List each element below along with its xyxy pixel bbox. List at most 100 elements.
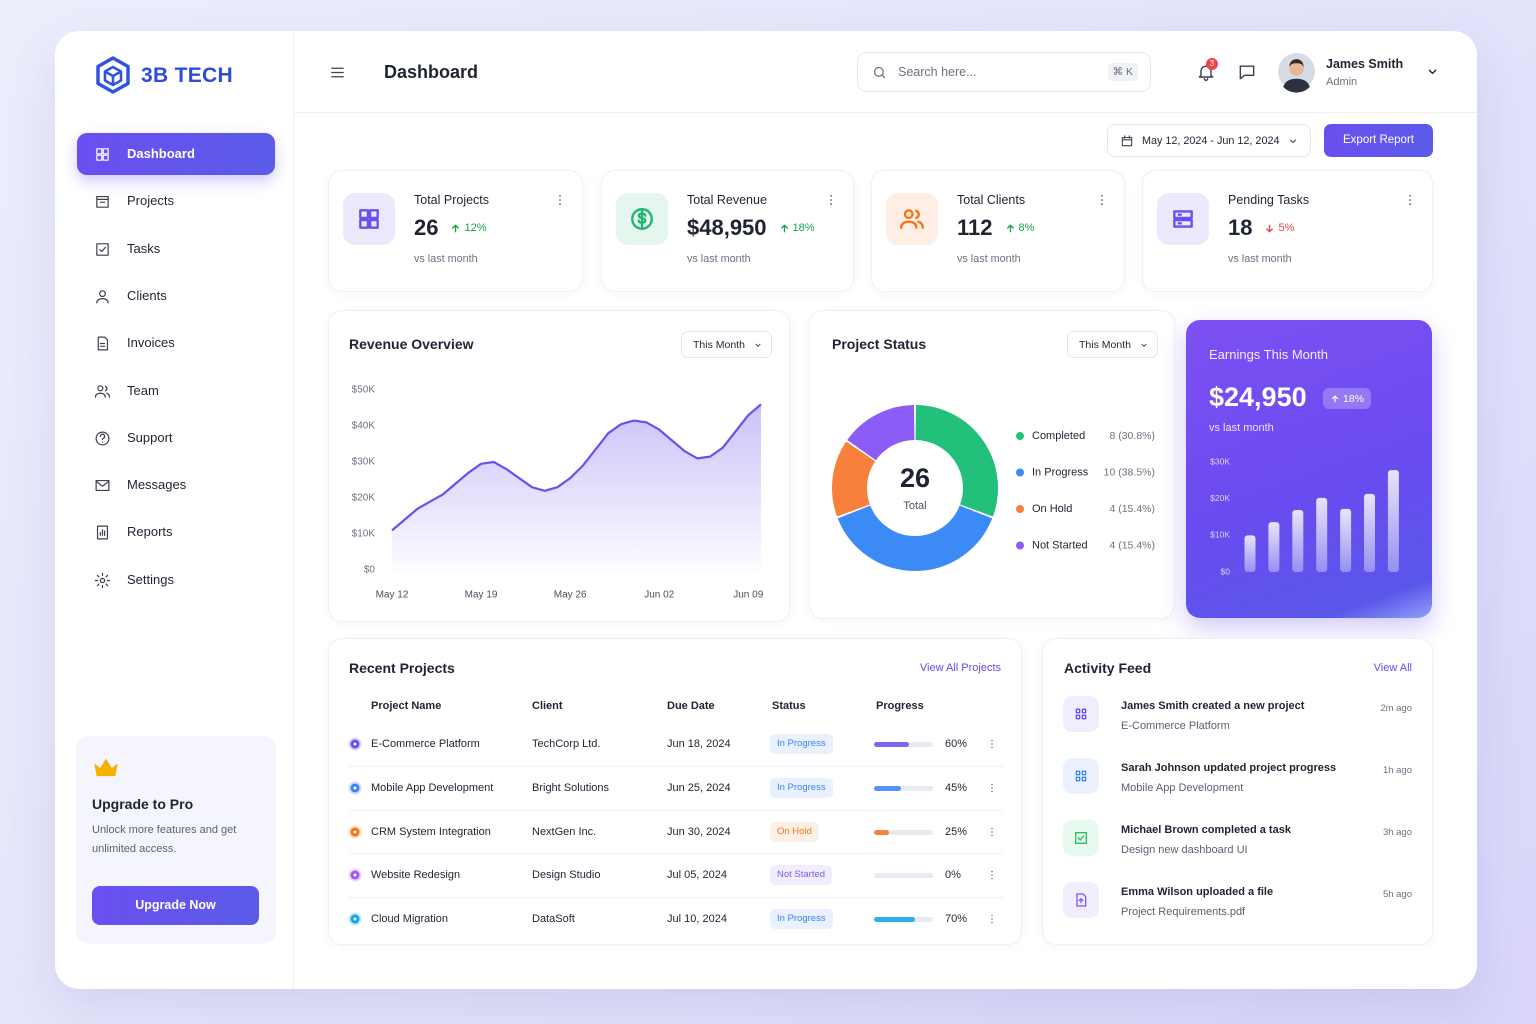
project-name[interactable]: Website Redesign <box>371 869 461 881</box>
nav-icon <box>96 148 109 161</box>
status-pill: Not Started <box>770 865 833 885</box>
activity-detail: E-Commerce Platform <box>1121 720 1230 732</box>
project-name[interactable]: E-Commerce Platform <box>371 738 480 750</box>
project-name[interactable]: Cloud Migration <box>371 913 449 925</box>
kpi-icon-box <box>343 193 395 245</box>
export-button[interactable]: Export Report <box>1324 124 1433 157</box>
kpi-change: 5% <box>1264 222 1294 234</box>
nav-item[interactable]: Invoices <box>77 322 275 364</box>
kpi-icon-box <box>1157 193 1209 245</box>
nav-label[interactable]: Dashboard <box>127 146 195 161</box>
row-menu[interactable] <box>986 782 998 794</box>
trend-arrow <box>1331 394 1339 403</box>
activity-card: Activity Feed View All James Smith created… <box>1042 638 1433 945</box>
legend-dot <box>1016 505 1024 513</box>
kpi-change: 8% <box>1005 222 1034 234</box>
nav-label[interactable]: Support <box>127 429 173 445</box>
nav-label[interactable]: Settings <box>127 571 174 587</box>
search-box[interactable]: Search here... ⌘ K <box>857 52 1151 92</box>
progress-label: 0% <box>945 869 961 881</box>
trend-arrow-shape <box>452 224 460 232</box>
progress-label: 70% <box>945 913 968 925</box>
dot-center <box>353 873 357 877</box>
donut-total-label: Total <box>903 500 926 512</box>
nav-icon-shape <box>97 336 109 351</box>
period-label[interactable]: This Month <box>1079 339 1131 351</box>
status-pill: On Hold <box>770 822 819 842</box>
donut-total: 26 <box>900 463 930 493</box>
nav-item[interactable]: Support <box>77 417 275 459</box>
row-menu[interactable] <box>986 826 998 838</box>
project-dot <box>348 781 362 795</box>
nav-label[interactable]: Clients <box>127 287 167 303</box>
nav-icon <box>96 290 109 304</box>
progress-fill <box>874 829 889 835</box>
recent-projects-card: Recent Projects View All Projects Project … <box>328 638 1022 945</box>
nav-label[interactable]: Invoices <box>127 335 175 351</box>
activity-icon-shape <box>1075 770 1087 782</box>
period-chevron-shape <box>755 343 761 347</box>
kpi-label: Total Revenue <box>687 193 767 207</box>
x-tick-label: May 19 <box>465 590 498 601</box>
x-tick-label: May 12 <box>376 590 409 601</box>
kpi-menu[interactable] <box>553 193 567 207</box>
card-title: Revenue Overview <box>349 336 474 352</box>
nav-item[interactable]: Dashboard <box>77 133 275 175</box>
nav-item[interactable]: Messages <box>77 464 275 506</box>
bar <box>1364 493 1375 572</box>
period-label[interactable]: This Month <box>693 339 745 351</box>
kpi-menu[interactable] <box>1403 193 1417 207</box>
view-all-link[interactable]: View All Projects <box>919 662 1001 674</box>
nav-item[interactable]: Tasks <box>77 228 275 270</box>
kpi-menu[interactable] <box>1095 193 1109 207</box>
nav-label[interactable]: Messages <box>127 477 187 493</box>
nav-label[interactable]: Projects <box>127 193 174 209</box>
revenue-line <box>391 403 762 532</box>
view-all-link[interactable]: View All <box>1373 662 1412 674</box>
y-tick-label: $0 <box>1221 566 1231 576</box>
nav-item[interactable]: Team <box>77 370 275 412</box>
nav-item[interactable]: Projects <box>77 180 275 222</box>
notification-badge: 3 <box>1206 58 1218 70</box>
chat-icon[interactable] <box>1237 62 1257 82</box>
user-role: Admin <box>1326 76 1358 88</box>
project-name[interactable]: Mobile App Development <box>371 782 494 794</box>
upgrade-button[interactable]: Upgrade Now <box>92 886 259 925</box>
kpi-icon <box>359 209 379 229</box>
kpi-change-value: 5% <box>1278 222 1295 234</box>
menu-icon[interactable] <box>329 64 346 81</box>
nav-label[interactable]: Team <box>127 382 159 398</box>
nav-label[interactable]: Tasks <box>127 240 161 256</box>
progress-track <box>874 872 933 878</box>
x-tick-label: May 26 <box>554 590 587 601</box>
user-menu-chevron[interactable] <box>1425 64 1440 79</box>
nav-item[interactable]: Reports <box>77 511 275 553</box>
nav-label[interactable]: Reports <box>127 524 173 540</box>
nav-item[interactable]: Settings <box>77 559 275 601</box>
nav-icon <box>95 480 110 492</box>
legend-value: 4 (15.4%) <box>1109 539 1155 551</box>
date-range[interactable]: May 12, 2024 - Jun 12, 2024 <box>1142 135 1280 147</box>
row-menu[interactable] <box>986 869 998 881</box>
row-menu[interactable] <box>986 738 998 750</box>
row-menu[interactable] <box>986 913 998 925</box>
search-placeholder[interactable]: Search here... <box>898 65 977 79</box>
search-icon-shape <box>873 66 886 79</box>
kpi-icon <box>899 209 925 229</box>
activity-icon <box>1075 770 1087 782</box>
period-dropdown[interactable]: This Month <box>681 331 772 358</box>
kpi-menu[interactable] <box>824 193 838 207</box>
activity-icon-box <box>1063 696 1099 732</box>
legend-value: 10 (38.5%) <box>1104 466 1155 478</box>
activity-icon-box <box>1063 758 1099 794</box>
avatar-head <box>1289 61 1304 76</box>
project-client: NextGen Inc. <box>532 826 597 838</box>
date-range-button[interactable]: May 12, 2024 - Jun 12, 2024 <box>1107 124 1311 157</box>
project-name[interactable]: CRM System Integration <box>371 826 491 838</box>
period-dropdown[interactable]: This Month <box>1067 331 1158 358</box>
legend-label: Not Started <box>1032 539 1088 551</box>
nav-item[interactable]: Clients <box>77 275 275 317</box>
revenue-chart: $0 $10K $20K $30K $40K $50K May 12 May 19 May 26… <box>352 385 764 601</box>
trend-arrow-shape <box>1006 224 1014 232</box>
